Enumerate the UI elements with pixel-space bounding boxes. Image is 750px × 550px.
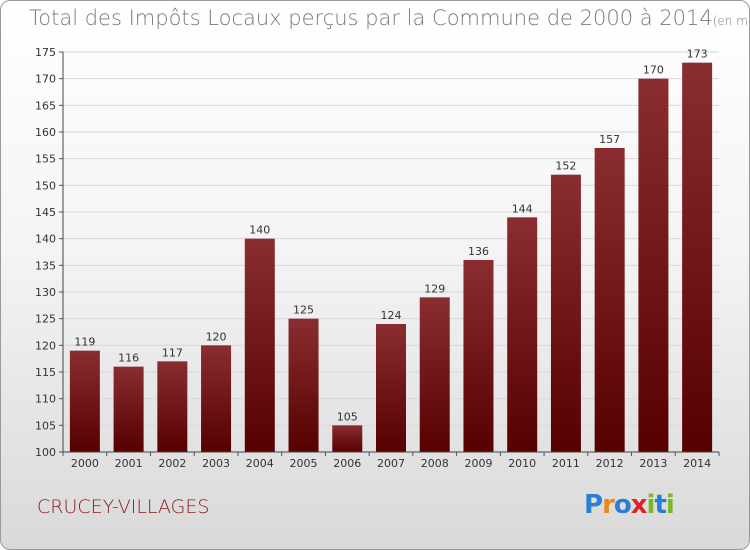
logo-letter: t bbox=[654, 490, 666, 520]
bar bbox=[507, 217, 538, 452]
data-labels: 119 116 117 120 140 125 105 124 129 136 144 152 157 1… bbox=[74, 48, 707, 424]
bar bbox=[638, 78, 669, 453]
bar bbox=[594, 148, 625, 452]
bar bbox=[463, 260, 494, 452]
y-tick-label: 125 bbox=[35, 313, 56, 326]
data-label: 116 bbox=[118, 352, 139, 365]
x-tick-label: 2010 bbox=[508, 457, 536, 470]
x-axis-ticks: 2000 2001 2002 2003 2004 2005 2006 2007 2008 2009… bbox=[62, 452, 720, 470]
x-tick-label: 2011 bbox=[552, 457, 580, 470]
y-tick-label: 145 bbox=[35, 206, 56, 219]
x-tick-label: 2002 bbox=[158, 457, 186, 470]
y-tick-label: 100 bbox=[35, 446, 56, 459]
bar bbox=[69, 350, 100, 452]
data-label: 124 bbox=[381, 309, 402, 322]
x-tick-label: 2008 bbox=[421, 457, 449, 470]
proxiti-logo: Proxiti bbox=[584, 490, 675, 520]
y-tick-label: 160 bbox=[35, 126, 56, 139]
logo-letter: P bbox=[584, 490, 603, 520]
data-label: 157 bbox=[599, 133, 620, 146]
bar bbox=[332, 425, 363, 452]
data-label: 120 bbox=[206, 330, 227, 343]
data-label: 136 bbox=[468, 245, 489, 258]
y-tick-label: 120 bbox=[35, 339, 56, 352]
x-tick-label: 2003 bbox=[202, 457, 230, 470]
x-tick-label: 2013 bbox=[639, 457, 667, 470]
x-tick-label: 2001 bbox=[115, 457, 143, 470]
y-tick-label: 115 bbox=[35, 366, 56, 379]
y-tick-label: 110 bbox=[35, 393, 56, 406]
y-tick-label: 135 bbox=[35, 259, 56, 272]
data-label: 119 bbox=[74, 336, 95, 349]
y-tick-label: 150 bbox=[35, 179, 56, 192]
x-tick-label: 2012 bbox=[596, 457, 624, 470]
logo-letter: i bbox=[646, 490, 656, 520]
y-tick-label: 130 bbox=[35, 286, 56, 299]
x-tick-label: 2006 bbox=[333, 457, 361, 470]
bar bbox=[288, 318, 319, 452]
y-tick-label: 140 bbox=[35, 233, 56, 246]
y-tick-label: 175 bbox=[35, 46, 56, 59]
axes bbox=[62, 52, 719, 453]
bars bbox=[69, 62, 713, 453]
bar bbox=[550, 174, 581, 452]
bar bbox=[376, 324, 406, 452]
logo-letter: i bbox=[665, 490, 675, 520]
chart-title: Total des Impôts Locaux perçus par la Co… bbox=[29, 6, 750, 30]
y-axis-ticks: 100 105 110 115 120 125 130 135 140 145 150 155 160 1… bbox=[35, 46, 63, 459]
title-unit: (en milliers d'€) bbox=[712, 14, 750, 28]
logo-letter: r bbox=[602, 490, 615, 520]
x-tick-label: 2005 bbox=[290, 457, 318, 470]
y-tick-label: 155 bbox=[35, 153, 56, 166]
x-tick-label: 2004 bbox=[246, 457, 274, 470]
data-label: 117 bbox=[162, 346, 183, 359]
data-label: 125 bbox=[293, 304, 314, 317]
title-main: Total des Impôts Locaux perçus par la Co… bbox=[29, 6, 713, 30]
data-label: 144 bbox=[512, 202, 533, 215]
x-tick-label: 2007 bbox=[377, 457, 405, 470]
data-label: 173 bbox=[687, 48, 708, 61]
y-tick-label: 170 bbox=[35, 73, 56, 86]
commune-name: CRUCEY-VILLAGES bbox=[37, 496, 210, 518]
y-tick-label: 105 bbox=[35, 419, 56, 432]
bar bbox=[682, 62, 713, 453]
x-tick-label: 2000 bbox=[71, 457, 99, 470]
data-label: 170 bbox=[643, 64, 664, 77]
x-tick-label: 2009 bbox=[464, 457, 492, 470]
bar bbox=[201, 345, 232, 452]
bar bbox=[113, 366, 144, 452]
logo-letter: x bbox=[630, 490, 648, 520]
data-label: 105 bbox=[337, 410, 358, 423]
bar bbox=[419, 297, 450, 452]
x-tick-label: 2014 bbox=[683, 457, 711, 470]
logo-letter: o bbox=[613, 490, 632, 520]
data-label: 152 bbox=[555, 160, 576, 173]
bar bbox=[157, 361, 188, 452]
data-label: 140 bbox=[249, 224, 270, 237]
bar bbox=[244, 238, 275, 452]
data-label: 129 bbox=[424, 282, 445, 295]
y-tick-label: 165 bbox=[35, 99, 56, 112]
